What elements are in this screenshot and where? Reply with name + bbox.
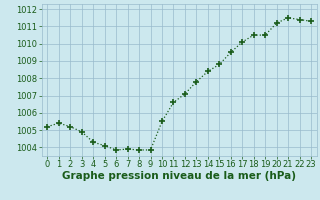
X-axis label: Graphe pression niveau de la mer (hPa): Graphe pression niveau de la mer (hPa) [62, 171, 296, 181]
